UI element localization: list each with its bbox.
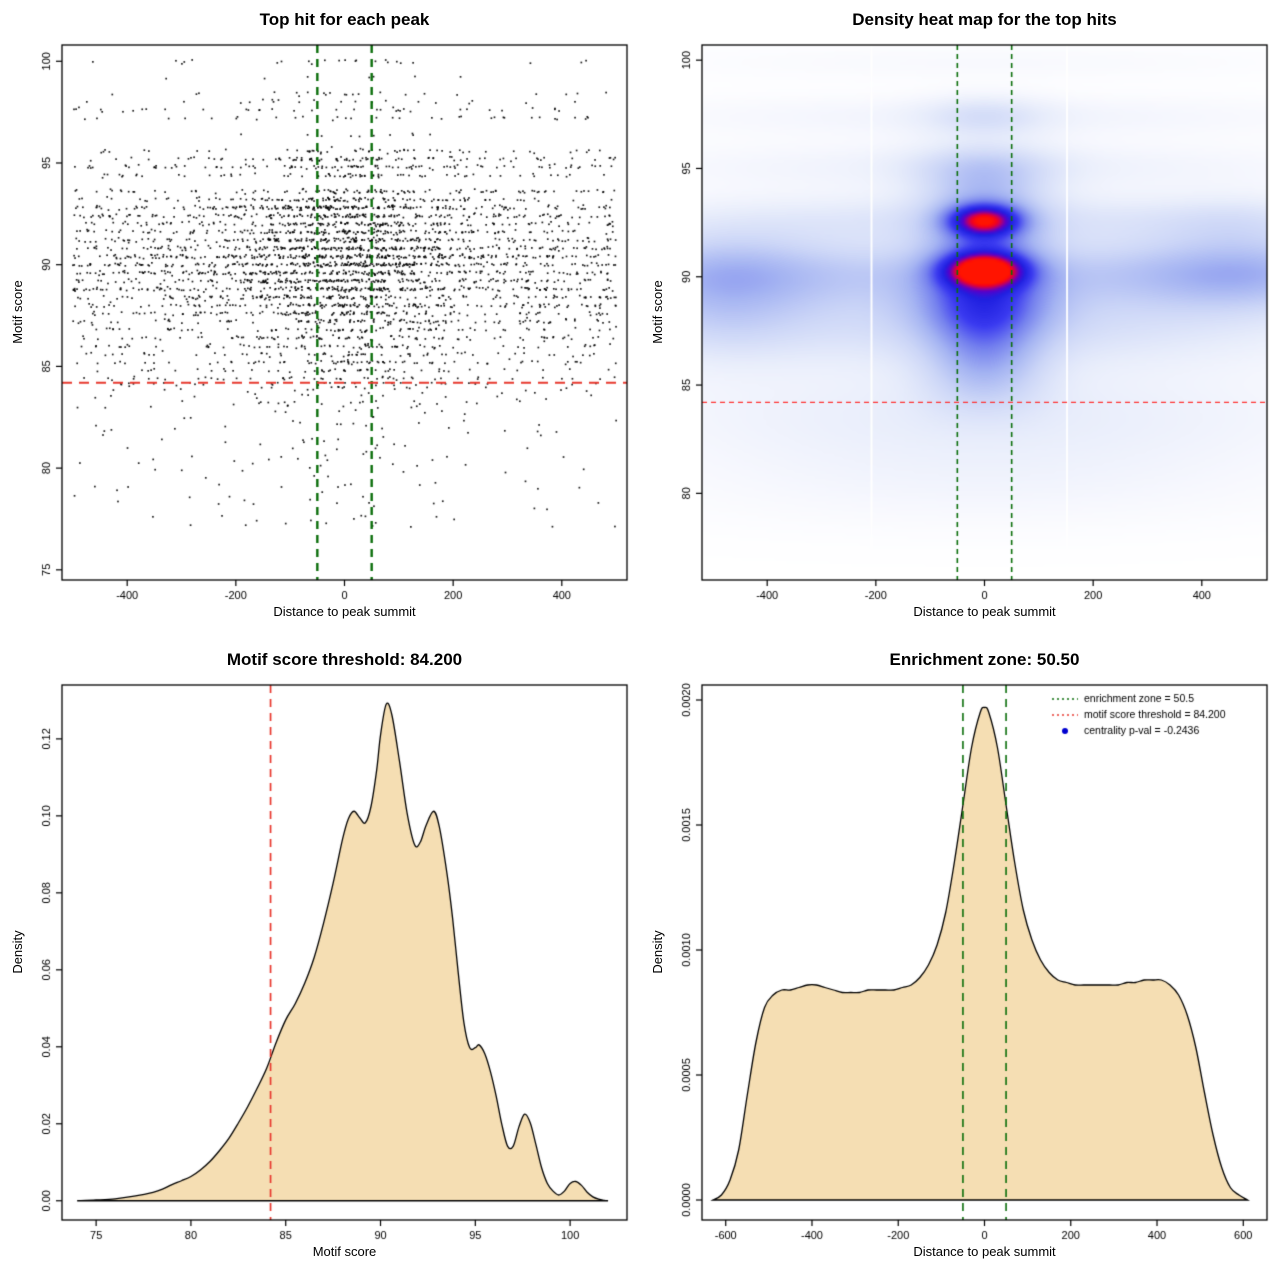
top-hit-scatter-canvas <box>0 0 640 640</box>
x-axis-label: Motif score <box>312 1244 377 1259</box>
y-axis-label: Motif score <box>650 280 665 344</box>
y-axis-label: Motif score <box>10 280 25 344</box>
panel-enrichment-zone-density: Enrichment zone: 50.50 Distance to peak … <box>640 640 1280 1280</box>
density-heatmap-canvas <box>640 0 1280 640</box>
chart-title: Density heat map for the top hits <box>852 10 1117 29</box>
panel-density-heatmap: Density heat map for the top hits Distan… <box>640 0 1280 640</box>
panel-motif-score-density: Motif score threshold: 84.200 Motif scor… <box>0 640 640 1280</box>
chart-title: Motif score threshold: 84.200 <box>226 650 463 669</box>
x-axis-label: Distance to peak summit <box>273 604 416 619</box>
x-axis-label: Distance to peak summit <box>913 604 1056 619</box>
chart-title: Top hit for each peak <box>259 10 430 29</box>
x-axis-label: Distance to peak summit <box>913 1244 1056 1259</box>
y-axis-label: Density <box>10 930 25 974</box>
panel-top-hit-scatter: Top hit for each peak Distance to peak s… <box>0 0 640 640</box>
y-axis-label: Density <box>650 930 665 974</box>
enrichment-zone-density-canvas <box>640 640 1280 1280</box>
chart-title: Enrichment zone: 50.50 <box>889 650 1080 669</box>
motif-score-density-canvas <box>0 640 640 1280</box>
